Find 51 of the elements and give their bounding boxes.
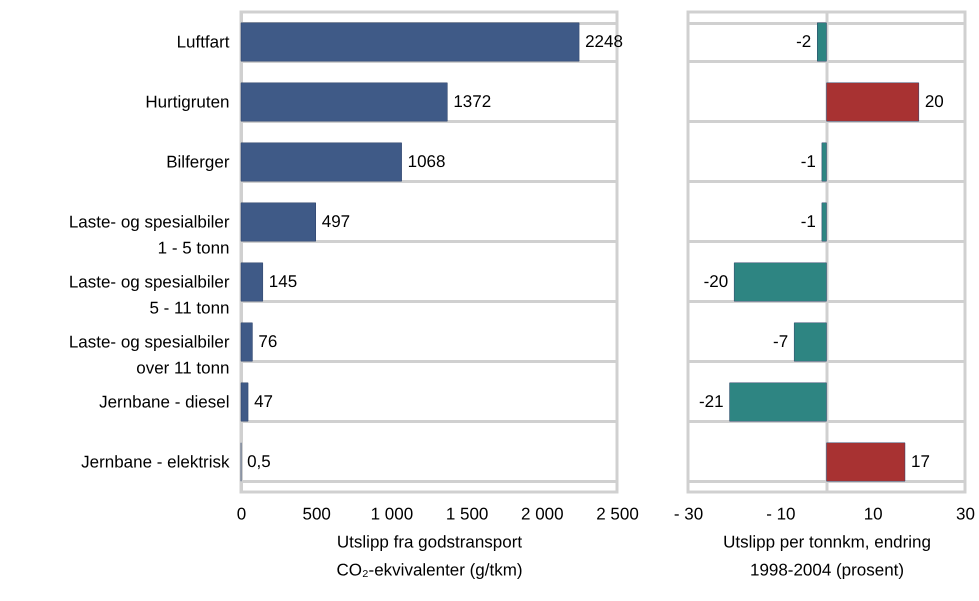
bar — [240, 322, 253, 362]
x-tick-label: 2 500 — [596, 504, 639, 524]
y-tick-label: Luftfart — [176, 32, 230, 52]
x-tick-label: 500 — [302, 504, 331, 524]
x-tick-label: 1 000 — [370, 504, 414, 524]
bar — [240, 262, 264, 302]
bar — [817, 22, 827, 62]
y-tick-label: Jernbane - diesel — [99, 392, 230, 412]
y-tick-label: Laste- og spesialbiler over 11 tonn — [68, 332, 230, 378]
x-tick-label: 10 — [864, 504, 883, 524]
data-label: -7 — [773, 332, 788, 351]
bar — [822, 142, 827, 182]
data-label: 497 — [322, 212, 350, 231]
data-label: 76 — [258, 332, 278, 351]
y-tick-label: Bilferger — [166, 152, 230, 172]
x-tick-label: - 10 — [766, 504, 796, 524]
bar — [734, 262, 827, 302]
bar — [240, 82, 448, 122]
y-tick-label: Laste- og spesialbiler 1 - 5 tonn — [68, 212, 230, 258]
bar — [729, 382, 827, 422]
data-label: 0,5 — [247, 452, 271, 471]
data-label: -2 — [796, 32, 812, 51]
x-tick-label: 0 — [236, 504, 246, 524]
bar — [240, 382, 248, 422]
data-label: -1 — [800, 152, 816, 171]
data-label: 1372 — [453, 92, 492, 111]
data-label: -20 — [704, 272, 728, 291]
x-tick-label: - 30 — [674, 504, 704, 524]
data-label: 145 — [268, 272, 298, 291]
data-label: 47 — [254, 392, 273, 411]
bar — [826, 82, 920, 122]
bar — [240, 202, 316, 242]
x-tick-label: 1 500 — [446, 504, 488, 524]
data-label: 17 — [910, 452, 930, 471]
data-label: 1068 — [408, 152, 446, 171]
y-tick-label: Laste- og spesialbiler 5 - 11 tonn — [68, 272, 230, 318]
bar — [826, 442, 906, 482]
y-tick-label: Jernbane - elektrisk — [81, 452, 230, 472]
x-tick-label: 30 — [956, 504, 975, 524]
data-label: -1 — [800, 212, 816, 231]
data-label: 20 — [924, 92, 944, 111]
bar — [240, 22, 580, 62]
bar — [794, 322, 827, 362]
x-axis-title: Utslipp per tonnkm, endring 1998-2004 (prosent) — [723, 532, 931, 580]
x-axis-title: Utslipp fra godstransport CO₂-ekvivalenter (g/tkm) — [336, 532, 523, 580]
bar — [822, 202, 827, 242]
y-tick-label: Hurtigruten — [145, 92, 230, 112]
bar — [240, 142, 402, 182]
x-tick-label: 2 000 — [521, 504, 564, 524]
data-label: -21 — [698, 392, 724, 411]
data-label: 2248 — [585, 32, 623, 51]
